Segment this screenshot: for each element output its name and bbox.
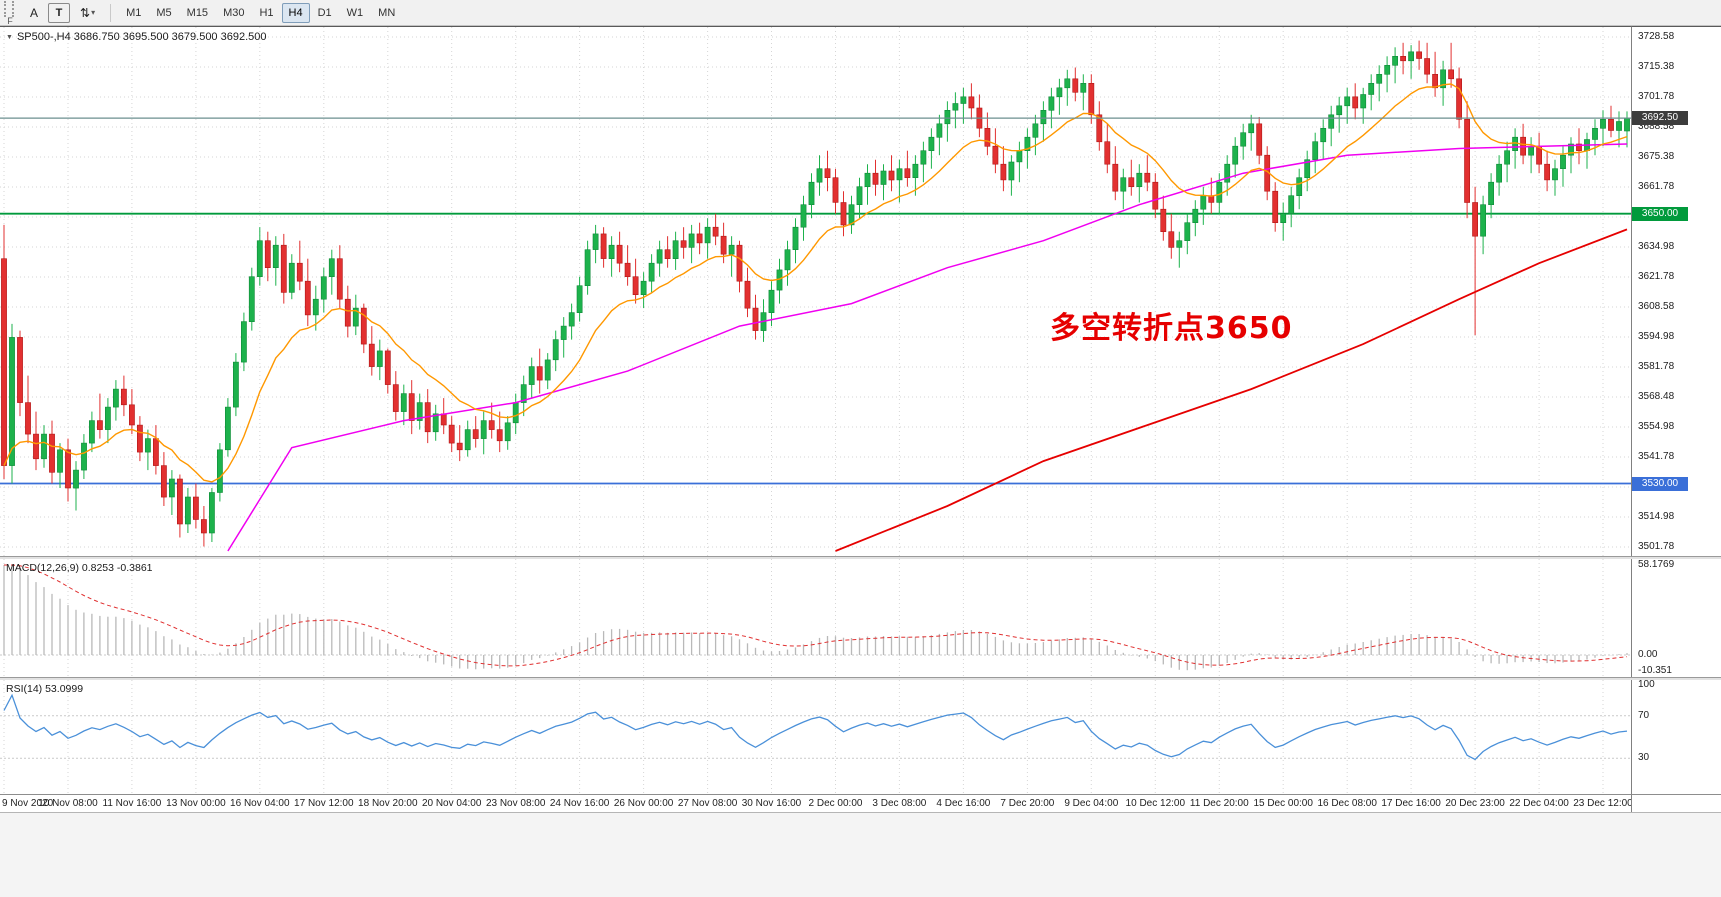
- time-axis-label: 16 Nov 04:00: [230, 798, 290, 809]
- time-axis-label: 9 Dec 04:00: [1064, 798, 1119, 809]
- rsi-axis-label: 30: [1638, 752, 1650, 764]
- time-axis-label: 26 Nov 00:00: [613, 798, 674, 809]
- time-axis-label: 16 Dec 08:00: [1317, 798, 1377, 809]
- hline-price-badge: 3530.00: [1632, 476, 1688, 491]
- rsi-axis-label: 100: [1638, 679, 1655, 690]
- price-axis-label: 3634.98: [1638, 241, 1675, 252]
- time-axis-label: 10 Nov 08:00: [38, 798, 98, 809]
- time-axis-corner: [1631, 794, 1721, 812]
- bottom-empty-area: [0, 812, 1721, 897]
- price-axis-label: 3701.78: [1638, 91, 1675, 102]
- toolbar-drag-handle-icon[interactable]: [4, 0, 14, 17]
- arrow-text-a-button[interactable]: A: [23, 3, 45, 23]
- price-axis-label: 3501.78: [1638, 541, 1675, 552]
- symbol-triangle-icon: ▼: [6, 33, 13, 41]
- time-axis-label: 10 Dec 12:00: [1125, 798, 1186, 809]
- rsi-label: RSI(14) 53.0999: [6, 683, 84, 695]
- price-axis-label: 3581.78: [1638, 361, 1675, 372]
- timeframe-button-D1[interactable]: D1: [311, 3, 339, 23]
- price-axis-label: 3661.78: [1638, 181, 1675, 192]
- symbol-ohlc-line: ▼ SP500-,H4 3686.750 3695.500 3679.500 3…: [6, 31, 267, 43]
- time-axis-label: 17 Nov 12:00: [294, 798, 354, 809]
- timeframe-button-M1[interactable]: M1: [119, 3, 148, 23]
- time-axis-label: 7 Dec 20:00: [1000, 798, 1055, 809]
- timeframe-button-W1[interactable]: W1: [340, 3, 371, 23]
- macd-chart-svg: [0, 559, 1631, 677]
- macd-axis[interactable]: 58.1769 0.00 -10.351: [1631, 559, 1721, 677]
- price-chart-plot[interactable]: ▼ SP500-,H4 3686.750 3695.500 3679.500 3…: [0, 26, 1631, 557]
- time-axis-label: 3 Dec 08:00: [872, 798, 927, 809]
- macd-panel[interactable]: MACD(12,26,9) 0.8253 -0.3861: [0, 559, 1631, 677]
- timeframe-button-M15[interactable]: M15: [180, 3, 215, 23]
- price-axis[interactable]: 3728.58 3715.38 3701.78 3688.58 3675.38 3661.…: [1631, 26, 1721, 556]
- chevron-down-icon: ▾: [91, 8, 96, 17]
- time-axis-label: 20 Dec 23:00: [1445, 798, 1505, 809]
- price-axis-label: 3514.98: [1638, 511, 1675, 522]
- current-price-badge: 3692.50: [1632, 111, 1688, 126]
- macd-axis-label: 0.00: [1638, 649, 1658, 660]
- time-axis-label: 11 Nov 16:00: [102, 798, 162, 809]
- toolbar-handle-group: F: [4, 0, 16, 26]
- price-axis-label: 3594.98: [1638, 331, 1675, 342]
- price-axis-label: 3568.48: [1638, 391, 1675, 402]
- price-axis-label: 3621.78: [1638, 271, 1675, 282]
- timeframe-button-MN[interactable]: MN: [371, 3, 402, 23]
- macd-axis-label: 58.1769: [1638, 559, 1675, 570]
- toolbar: F A T ⇅ ▾ M1 M5 M15 M30 H1 H4 D1 W1 MN: [0, 0, 1721, 26]
- time-axis-label: 18 Nov 20:00: [358, 798, 418, 809]
- time-axis-label: 9 Nov 2020: [2, 798, 54, 809]
- macd-axis-label: -10.351: [1638, 665, 1672, 676]
- time-axis-label: 22 Dec 04:00: [1509, 798, 1569, 809]
- price-axis-label: 3554.98: [1638, 421, 1675, 432]
- toolbar-separator: [110, 3, 112, 22]
- time-axis[interactable]: 9 Nov 2020 10 Nov 08:00 11 Nov 16:00 13 Nov…: [0, 794, 1631, 812]
- text-tool-button[interactable]: T: [48, 2, 71, 23]
- price-axis-label: 3688.58: [1638, 121, 1675, 132]
- time-axis-label: 24 Nov 16:00: [549, 798, 610, 809]
- time-axis-label: 30 Nov 16:00: [741, 798, 802, 809]
- rsi-axis[interactable]: 100 70 30: [1631, 680, 1721, 794]
- time-axis-label: 15 Dec 00:00: [1253, 798, 1313, 809]
- price-axis-label: 3728.58: [1638, 31, 1675, 42]
- time-axis-label: 20 Nov 04:00: [421, 798, 482, 809]
- price-axis-label: 3675.38: [1638, 151, 1675, 162]
- panel-splitter-rsi[interactable]: [0, 677, 1721, 680]
- timeframe-button-M5[interactable]: M5: [149, 3, 178, 23]
- up-down-arrows-icon: ⇅: [80, 5, 91, 20]
- timeframe-button-group: M1 M5 M15 M30 H1 H4 D1 W1 MN: [119, 2, 402, 23]
- macd-label: MACD(12,26,9) 0.8253 -0.3861: [6, 562, 153, 574]
- hline-price-badge: 3650.00: [1632, 206, 1688, 221]
- rsi-axis-label: 70: [1638, 709, 1650, 721]
- scale-arrows-button[interactable]: ⇅ ▾: [73, 3, 102, 23]
- price-axis-label: 3715.38: [1638, 61, 1675, 72]
- timeframe-button-H4[interactable]: H4: [281, 2, 310, 23]
- chart-annotation-text[interactable]: 多空转折点3650: [1050, 311, 1293, 346]
- candlestick-chart-svg: [0, 27, 1631, 557]
- time-axis-label: 11 Dec 20:00: [1189, 798, 1249, 809]
- time-axis-label: 17 Dec 16:00: [1381, 798, 1441, 809]
- time-axis-label: 27 Nov 08:00: [677, 798, 738, 809]
- price-axis-label: 3541.78: [1638, 451, 1675, 462]
- rsi-chart-svg: [0, 680, 1631, 794]
- time-axis-label: 2 Dec 00:00: [808, 798, 863, 809]
- panel-splitter-macd[interactable]: [0, 556, 1721, 559]
- toolbar-f-label: F: [7, 15, 13, 26]
- price-axis-label: 3608.58: [1638, 301, 1675, 312]
- symbol-ohlc-text: SP500-,H4 3686.750 3695.500 3679.500 369…: [16, 31, 267, 43]
- rsi-panel[interactable]: RSI(14) 53.0999: [0, 680, 1631, 794]
- time-axis-label: 4 Dec 16:00: [936, 798, 991, 809]
- time-axis-label: 13 Nov 00:00: [166, 798, 226, 809]
- time-axis-label: 23 Nov 08:00: [485, 798, 546, 809]
- timeframe-button-M30[interactable]: M30: [216, 3, 251, 23]
- time-axis-label: 23 Dec 12:00: [1573, 798, 1631, 809]
- timeframe-button-H1[interactable]: H1: [252, 3, 280, 23]
